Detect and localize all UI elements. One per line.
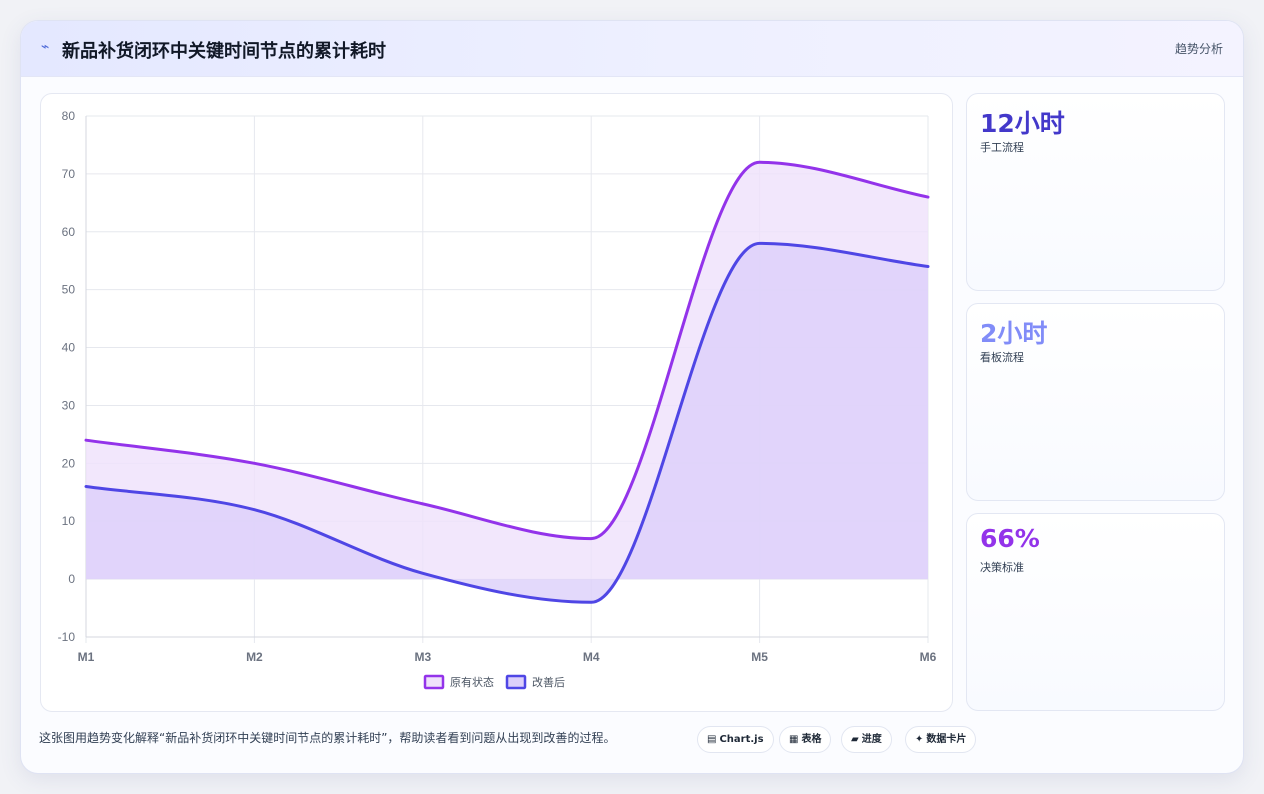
series-area — [86, 243, 928, 603]
chart-description: 这张图用趋势变化解释“新品补货闭环中关键时间节点的累计耗时”，帮助读者看到问题从… — [39, 731, 616, 745]
y-tick-label: -10 — [58, 630, 76, 644]
main-card: ⌁ 新品补货闭环中关键时间节点的累计耗时 趋势分析 80 70 60 50 40 30 20… — [20, 20, 1244, 774]
chip-progress[interactable]: ▰ 进度 — [841, 726, 892, 753]
series-line — [84, 160, 930, 541]
stat-label: 决策标准 — [980, 561, 1024, 574]
y-tick-label: 0 — [68, 572, 75, 586]
chip-data-card[interactable]: ✦ 数据卡片 — [905, 726, 977, 753]
y-tick-label: 60 — [62, 225, 76, 239]
stat-value: 66% — [980, 524, 1040, 553]
chip-chartjs[interactable]: ▤ Chart.js — [697, 726, 774, 753]
sparkle-icon: ✦ — [915, 734, 924, 745]
x-tick-label: M1 — [78, 650, 95, 664]
chart-line-icon: ⌁ — [41, 39, 50, 55]
progress-icon: ▰ — [851, 734, 859, 745]
chip-table[interactable]: ▦ 表格 — [779, 726, 832, 753]
series-line — [84, 241, 930, 604]
stat-label: 看板流程 — [980, 351, 1024, 364]
y-tick-label: 20 — [62, 456, 76, 470]
chart-panel: 80 70 60 50 40 30 20 10 0 -10 M1 M2 M3 M4 M5 M6 原有状态 改善后 — [40, 93, 953, 712]
x-tick-label: M4 — [583, 650, 600, 664]
y-tick-label: 30 — [62, 398, 76, 412]
page-title: 新品补货闭环中关键时间节点的累计耗时 — [62, 41, 386, 62]
legend-label: 原有状态 — [450, 675, 494, 689]
chip-label: 数据卡片 — [926, 734, 967, 745]
x-tick-label: M6 — [920, 650, 937, 664]
stat-card-decision: 66% 决策标准 — [966, 513, 1225, 711]
table-icon: ▦ — [789, 734, 799, 745]
x-tick-label: M3 — [414, 650, 431, 664]
x-tick-label: M2 — [246, 650, 263, 664]
chip-label: Chart.js — [719, 734, 764, 745]
stat-label: 手工流程 — [980, 141, 1024, 154]
chart-icon: ▤ — [707, 734, 717, 745]
legend-label: 改善后 — [532, 675, 565, 689]
header-tag: 趋势分析 — [1174, 42, 1223, 56]
y-tick-label: 10 — [62, 514, 76, 528]
y-tick-label: 50 — [62, 283, 76, 297]
y-tick-label: 40 — [62, 341, 76, 355]
stat-card-kanban: 2小时 看板流程 — [966, 303, 1225, 501]
stat-card-manual: 12小时 手工流程 — [966, 93, 1225, 291]
stat-value: 2小时 — [980, 319, 1048, 348]
x-tick-label: M5 — [751, 650, 768, 664]
y-tick-label: 80 — [62, 109, 76, 123]
card-header: ⌁ 新品补货闭环中关键时间节点的累计耗时 趋势分析 — [21, 21, 1243, 77]
legend-swatch — [505, 674, 527, 690]
stat-value: 12小时 — [980, 109, 1065, 138]
chip-label: 进度 — [861, 734, 882, 745]
chip-label: 表格 — [801, 734, 822, 745]
legend-swatch — [423, 674, 445, 690]
y-tick-label: 70 — [62, 167, 76, 181]
